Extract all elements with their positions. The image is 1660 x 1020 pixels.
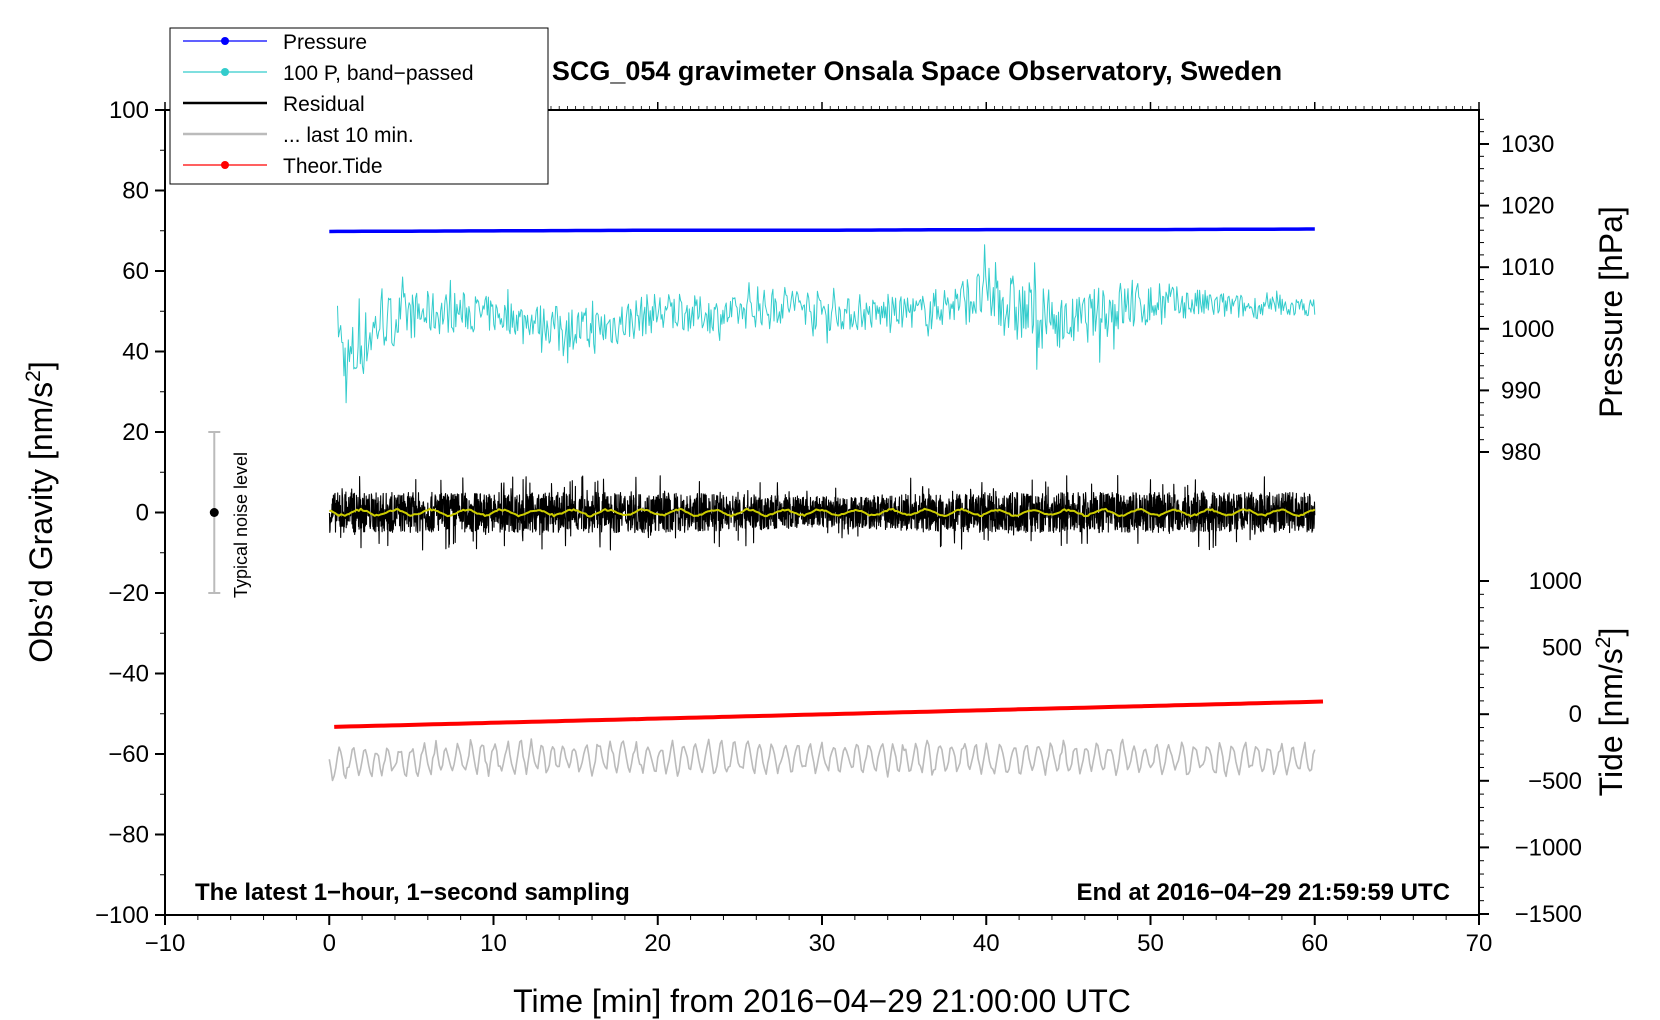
tide-tick-label: 500: [1542, 635, 1582, 662]
y-tick-label: 40: [122, 339, 149, 366]
legend-label: Residual: [283, 93, 365, 116]
ticks-layer: −10 0 10 20 30 40 50 60 70100806040200−20−40−60−…: [95, 97, 1582, 957]
x-tick-label: −10: [145, 930, 186, 957]
chart-title: SCG_054 gravimeter Onsala Space Observat…: [552, 56, 1282, 86]
legend-marker: [221, 68, 229, 76]
legend: Pressure 100 P, band−passed Residual ... la…: [169, 27, 549, 185]
y-axis-title-pressure: Pressure [hPa]: [1593, 206, 1629, 418]
series-line-pressure: [329, 227, 1315, 234]
tide-tick-label: −1000: [1515, 834, 1582, 861]
legend-marker: [221, 161, 229, 169]
pressure-tick-label: 980: [1501, 439, 1541, 466]
y-tick-label: 20: [122, 419, 149, 446]
series-layer: [328, 227, 1324, 782]
pressure-tick-label: 1010: [1501, 254, 1554, 281]
pressure-tick-label: 1030: [1501, 131, 1554, 158]
y-left-sup: 2: [22, 370, 45, 382]
legend-box: [169, 27, 549, 185]
y-tick-label: −20: [108, 580, 149, 607]
tide-tick-label: −500: [1528, 768, 1582, 795]
y-tick-label: 60: [122, 258, 149, 285]
note-right: End at 2016−04−29 21:59:59 UTC: [1076, 879, 1450, 906]
series-line-theor-tide: [334, 699, 1324, 729]
noise-bar: Typical noise level: [208, 431, 251, 598]
legend-label: ... last 10 min.: [283, 124, 414, 147]
noise-bar-label: Typical noise level: [231, 452, 251, 598]
x-tick-label: 40: [973, 930, 1000, 957]
x-tick-label: 0: [323, 930, 336, 957]
legend-marker: [221, 37, 229, 45]
y-axis-title-left: Obs’d Gravity [nm/s2]: [22, 361, 59, 663]
legend-label: Theor.Tide: [283, 155, 383, 178]
tide-tick-label: 1000: [1529, 568, 1582, 595]
y-tick-label: 0: [136, 500, 149, 527]
x-tick-label: 30: [809, 930, 836, 957]
y-tide-main: Tide [nm/s: [1593, 648, 1629, 796]
legend-label: 100 P, band−passed: [283, 62, 474, 85]
y-tick-label: −80: [108, 822, 149, 849]
note-left: The latest 1−hour, 1−second sampling: [195, 879, 630, 906]
series-line-last-10-min: [328, 738, 1316, 782]
pressure-tick-label: 1020: [1501, 193, 1554, 220]
y-tick-label: −40: [108, 661, 149, 688]
series-line-residual-smoothed: [329, 507, 1316, 518]
y-left-main: Obs’d Gravity [nm/s: [23, 382, 59, 663]
x-tick-label: 50: [1137, 930, 1164, 957]
noise-bar-center-dot: [209, 508, 219, 517]
y-tick-label: 100: [109, 97, 149, 124]
tide-tick-label: 0: [1569, 701, 1582, 728]
x-tick-label: 70: [1466, 930, 1493, 957]
pressure-tick-label: 1000: [1501, 316, 1554, 343]
series-line-100-p-band-passed: [337, 244, 1316, 404]
x-tick-label: 10: [480, 930, 507, 957]
y-tick-label: 80: [122, 178, 149, 205]
tide-tick-label: −1500: [1515, 901, 1582, 928]
x-axis-title: Time [min] from 2016−04−29 21:00:00 UTC: [513, 983, 1131, 1019]
pressure-tick-label: 990: [1501, 377, 1541, 404]
y-tick-label: −60: [108, 741, 149, 768]
series-line-residual: [328, 474, 1316, 551]
x-tick-label: 60: [1301, 930, 1328, 957]
y-tick-label: −100: [95, 902, 149, 929]
y-tide-end: ]: [1593, 628, 1629, 637]
x-tick-label: 20: [644, 930, 671, 957]
y-axis-title-tide: Tide [nm/s2]: [1592, 628, 1629, 797]
y-left-end: ]: [23, 361, 59, 370]
y-tide-sup: 2: [1592, 637, 1615, 649]
legend-label: Pressure: [283, 31, 367, 54]
